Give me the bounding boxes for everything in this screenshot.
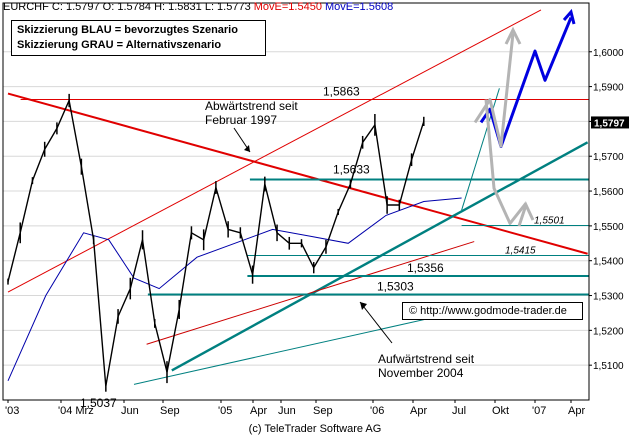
level-label: 1,5037	[80, 396, 117, 410]
legend-blue: Skizzierung BLAU = bevorzugtes Szenario	[17, 24, 238, 36]
annotation-text: Aufwärtstrend seit	[378, 352, 475, 366]
y-tick-label: 1,5600	[593, 187, 624, 198]
upper-channel-line	[7, 9, 542, 293]
level-label: 1,5633	[333, 163, 370, 177]
x-tick-label: Jul	[452, 405, 466, 417]
scenario-gray-up	[473, 33, 515, 148]
footer-credit: (c) TeleTrader Software AG	[248, 423, 382, 435]
arrowhead-blue	[562, 8, 576, 25]
level-label: 1,5356	[407, 261, 444, 275]
scenario-gray-down	[484, 99, 528, 225]
y-tick-label: 1,5400	[593, 257, 624, 268]
price-series	[7, 93, 425, 392]
x-tick-label: '06	[370, 405, 384, 417]
x-tick-label: '03	[5, 405, 19, 417]
uptrend-arrowhead	[360, 302, 367, 310]
y-tick-label: 1,5300	[593, 292, 624, 303]
scenario-legend: Skizzierung BLAU = bevorzugtes Szenario …	[11, 20, 266, 56]
x-tick-label: '07	[532, 405, 546, 417]
header-low: L: 1.5773	[204, 1, 251, 13]
current-price-label: 1,5797	[594, 118, 625, 129]
level-label: 1,5303	[377, 279, 414, 293]
scenarios	[473, 8, 576, 227]
y-tick-label: 1,5700	[593, 152, 624, 163]
instrument-header: EURCHF C: 1.5797 O: 1.5784 H: 1.5831 L: …	[3, 1, 393, 13]
x-tick-label: Jun	[278, 405, 296, 417]
moving-average-fast	[7, 197, 462, 382]
x-tick-label: Apr	[568, 405, 585, 417]
level-label: 1,5501	[534, 216, 565, 227]
arrowhead-gray-down	[517, 200, 535, 227]
x-tick-label: '05	[218, 405, 232, 417]
y-tick-label: 1,5100	[593, 361, 624, 372]
y-tick-label: 1,5200	[593, 326, 624, 337]
header-close: C: 1.5797	[51, 1, 100, 13]
y-tick-label: 1,5500	[593, 222, 624, 233]
x-tick-label: '04 Mrz	[58, 405, 94, 417]
annotation-text: November 2004	[378, 366, 464, 380]
y-tick-label: 1,5900	[593, 83, 624, 94]
header-ma-fast: MovE=1.5608	[325, 1, 394, 13]
legend-gray: Skizzierung GRAU = Alternativszenario	[17, 39, 222, 51]
x-tick-label: Jun	[121, 405, 139, 417]
header-ma-slow: MovE=1.5450	[253, 1, 322, 13]
x-tick-label: Sep	[160, 405, 180, 417]
axes: 1,5100 1,5200 1,5300 1,5400 1,5500 1,5600 1,57…	[2, 2, 629, 417]
arrowhead-gray	[504, 26, 522, 45]
uptrend-arrow	[359, 301, 393, 344]
header-symbol: EURCHF	[3, 1, 49, 13]
x-tick-label: Apr	[250, 405, 267, 417]
overlays	[7, 9, 589, 385]
downtrend-arrowhead	[244, 145, 250, 152]
lower-support-line	[133, 310, 462, 385]
level-label: 1,5415	[505, 245, 536, 256]
header-open: O: 1.5784	[102, 1, 151, 13]
annotation-text: Februar 1997	[205, 113, 277, 127]
x-tick-label: Sep	[313, 405, 333, 417]
header-high: H: 1.5831	[154, 1, 202, 13]
level-label: 1,5863	[323, 84, 360, 98]
y-tick-label: 1,6000	[593, 48, 624, 59]
x-tick-label: Apr	[410, 405, 427, 417]
moving-average-slow	[146, 241, 475, 345]
labels: 1,5863 1,5633 1,5501 1,5415 1,5356 1,5303 1,50…	[80, 84, 565, 410]
downtrend-line	[7, 92, 588, 255]
x-tick-label: Okt	[492, 405, 509, 417]
annotation-text: Abwärtstrend seit	[205, 99, 298, 113]
copyright-box: © http://www.godmode-trader.de	[402, 302, 583, 320]
current-price-badge	[591, 116, 629, 129]
